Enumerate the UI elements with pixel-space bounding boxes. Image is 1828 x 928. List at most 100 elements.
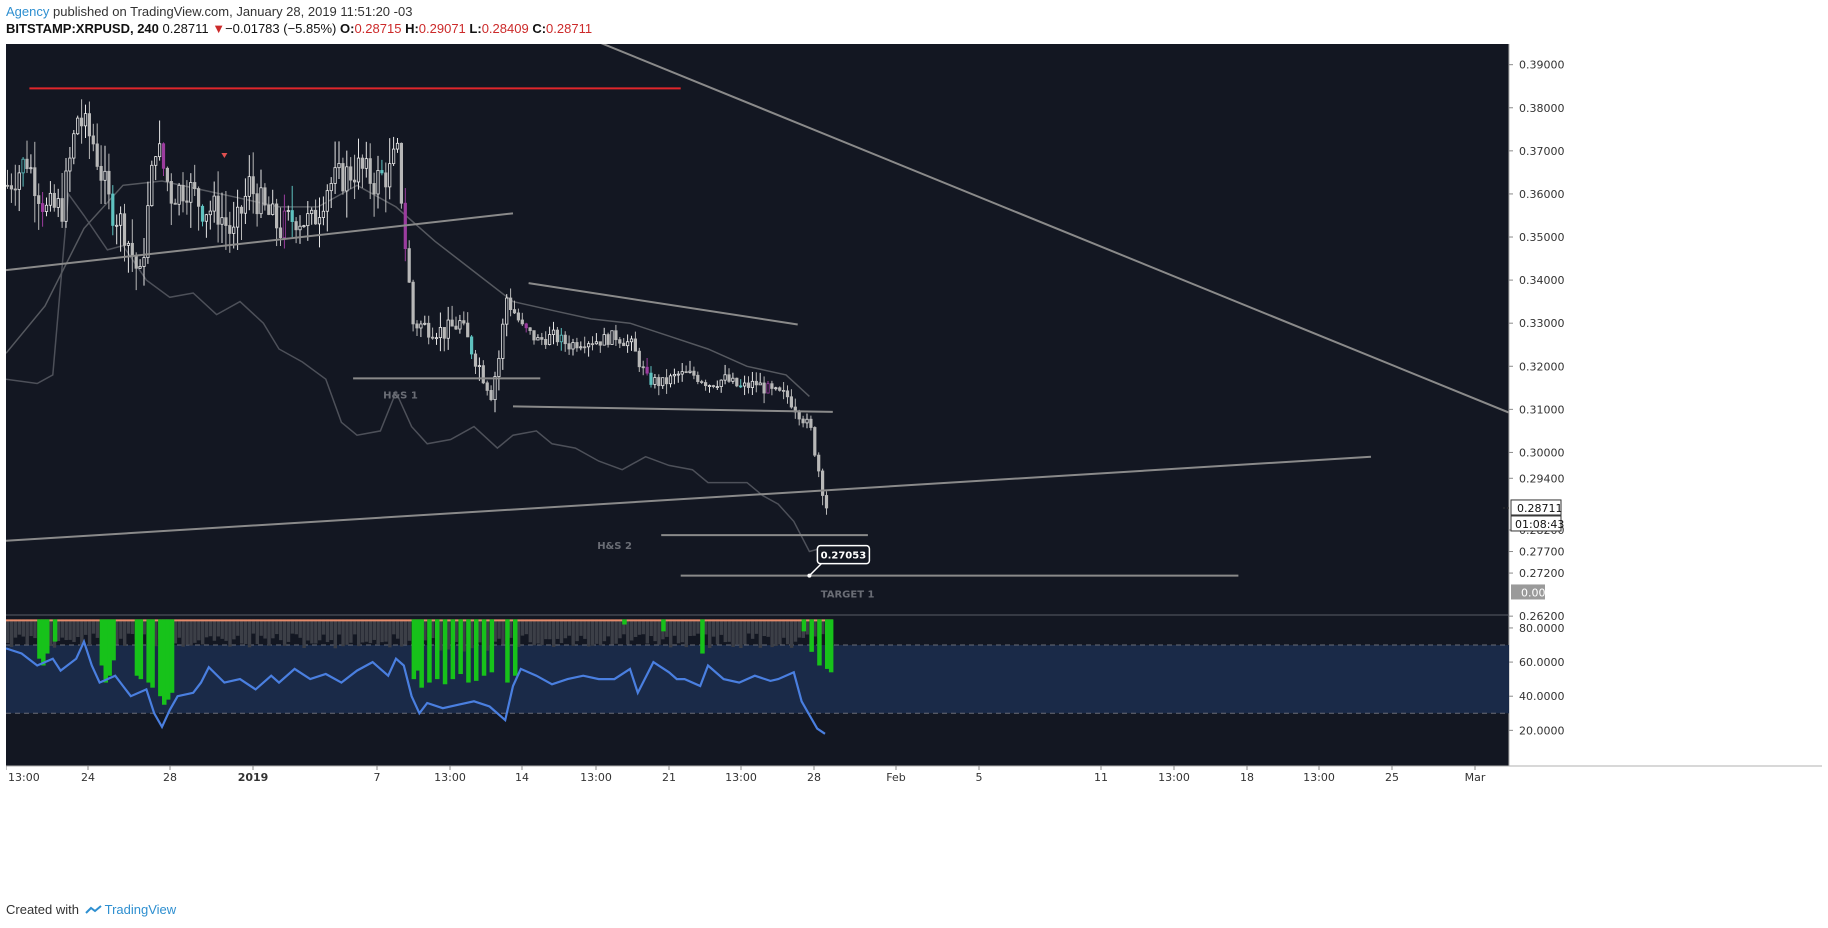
volume-bar <box>579 619 583 636</box>
volume-bar <box>13 619 18 638</box>
candle-body <box>91 135 95 145</box>
candle-body <box>641 366 645 369</box>
candle-body <box>778 387 782 391</box>
candle-body <box>711 385 716 388</box>
candle-body <box>286 210 290 212</box>
candle-body <box>271 203 275 215</box>
indicator-pane <box>6 619 1509 735</box>
trend-line <box>512 405 833 413</box>
volume-bar <box>318 619 322 641</box>
volume-bar <box>243 619 248 645</box>
candle-body <box>107 170 111 195</box>
candle-body <box>551 329 556 335</box>
candle-body <box>821 470 825 496</box>
candle-body <box>302 225 306 228</box>
volume-bar <box>524 619 529 635</box>
volume-bar <box>637 619 642 635</box>
candle-body <box>372 183 376 195</box>
candle-body <box>602 334 606 346</box>
candle-body <box>278 227 283 239</box>
candle-body <box>555 329 560 343</box>
candle-body <box>87 113 91 137</box>
price-tick-label: 0.31000 <box>1519 403 1565 416</box>
publish-text: published on TradingView.com, January 28… <box>53 4 413 19</box>
volume-green-bar <box>165 619 171 700</box>
candle-body <box>146 205 150 258</box>
candle-body <box>754 380 758 386</box>
candle-body <box>661 377 665 387</box>
volume-bar <box>626 619 630 645</box>
volume-bar <box>325 619 330 643</box>
symbol-label[interactable]: BITSTAMP:XRPUSD, 240 <box>6 21 159 36</box>
close-value: 0.28711 <box>546 21 593 36</box>
chart-canvas[interactable]: H&S 1 H&S 2 TARGET 1 0.27053 0.39000 0.38000 0… <box>6 44 1822 890</box>
candle-body <box>762 382 766 394</box>
volume-bar <box>189 619 193 646</box>
volume-bar <box>240 619 244 644</box>
candle-body <box>501 323 505 359</box>
candle-body <box>696 374 700 382</box>
candle-body <box>672 374 677 377</box>
candle-body <box>645 366 649 374</box>
volume-green-bar <box>158 619 163 697</box>
candle-body <box>540 337 544 340</box>
volume-bar <box>493 619 497 642</box>
volume-bar <box>454 619 458 642</box>
candle-body <box>489 390 493 401</box>
volume-bar <box>431 619 435 639</box>
volume-bar <box>392 619 396 635</box>
volume-bar <box>275 619 279 635</box>
candle-body <box>44 204 49 212</box>
author-link[interactable]: Agency <box>6 4 50 19</box>
price-tick-label: 0.27700 <box>1519 546 1565 559</box>
volume-green-bar <box>419 619 424 688</box>
candle-body <box>684 371 688 374</box>
volume-bar <box>532 619 536 646</box>
volume-bar <box>33 619 37 639</box>
price-tick-label: 0.30000 <box>1519 446 1565 459</box>
volume-bar <box>797 619 802 638</box>
candle-body <box>700 381 704 383</box>
time-tick-label: 28 <box>807 771 821 784</box>
tradingview-link[interactable]: TradingView <box>104 902 177 917</box>
candle-body <box>766 383 770 394</box>
candle-body <box>6 184 10 187</box>
candle-body <box>72 133 76 159</box>
volume-green-bar <box>162 619 167 705</box>
volume-bar <box>645 619 649 644</box>
volume-green-bar <box>411 619 417 680</box>
volume-bar <box>575 619 579 642</box>
signal-marker-icon <box>221 153 228 159</box>
volume-bar <box>247 619 252 648</box>
high-label: H: <box>405 21 419 36</box>
volume-bar <box>197 619 201 641</box>
volume-bar <box>255 619 259 645</box>
volume-bar <box>360 619 365 643</box>
volume-green-bar <box>134 619 140 676</box>
price-change: −0.01783 (−5.85%) <box>225 21 337 36</box>
volume-bar <box>126 619 131 634</box>
volume-bar <box>552 619 556 647</box>
callout-dot <box>807 573 812 578</box>
volume-bar <box>470 619 474 649</box>
volume-green-bar <box>146 619 151 683</box>
candle-body <box>208 210 212 216</box>
volume-bar <box>263 619 267 639</box>
candle-body <box>29 167 33 170</box>
volume-bar <box>657 619 661 645</box>
time-tick-label: 7 <box>374 771 381 784</box>
candle-body <box>481 365 485 384</box>
volume-bar <box>84 619 88 635</box>
candle-body <box>454 325 458 330</box>
volume-green-bar <box>37 619 42 659</box>
volume-bar <box>123 619 127 646</box>
volume-bar <box>271 619 275 639</box>
candle-body <box>746 382 751 388</box>
rsi-tick-label: 80.0000 <box>1519 622 1565 635</box>
candle-body <box>606 334 610 345</box>
volume-bar <box>290 619 295 634</box>
volume-bar <box>778 619 782 645</box>
volume-bar <box>598 619 603 646</box>
candle-body <box>427 322 431 338</box>
volume-bar <box>583 619 587 639</box>
